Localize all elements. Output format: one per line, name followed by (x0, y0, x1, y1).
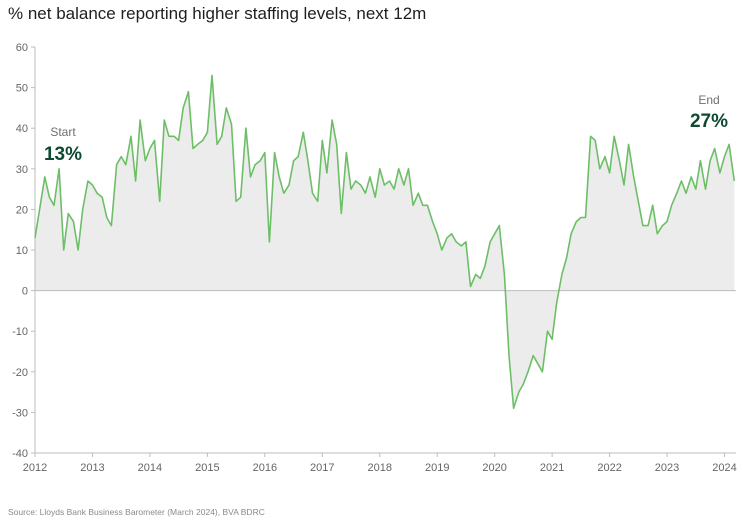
y-tick-label: 20 (16, 204, 28, 216)
y-tick-label: 50 (16, 83, 28, 95)
y-tick-label: 30 (16, 164, 28, 176)
series-area (35, 75, 735, 409)
line-layer (34, 74, 736, 410)
annotation-value: 13% (44, 144, 82, 165)
x-tick-label: 2015 (195, 462, 219, 474)
annotation-value: 27% (690, 111, 728, 132)
x-tick-label: 2017 (310, 462, 334, 474)
y-tick-label: 0 (22, 286, 28, 298)
annotation-label: Start (50, 125, 76, 139)
annotation-label: End (698, 93, 719, 107)
x-tick-label: 2016 (253, 462, 277, 474)
x-tick-label: 2014 (138, 462, 162, 474)
x-tick-label: 2020 (482, 462, 506, 474)
y-tick-label: 40 (16, 123, 28, 135)
y-tick-label: -20 (12, 367, 28, 379)
x-tick-label: 2023 (655, 462, 679, 474)
source-note: Source: Lloyds Bank Business Barometer (… (8, 507, 265, 517)
series-line (34, 74, 736, 410)
x-tick-label: 2019 (425, 462, 449, 474)
area-layer (35, 75, 735, 409)
y-tick-label: 60 (16, 42, 28, 54)
y-tick-label: -40 (12, 448, 28, 460)
tick-layer: 60 50 40 30 20 10 0 -10 -20 -30 -40 2012 2013 2014 201… (12, 42, 737, 474)
y-tick-label: 10 (16, 245, 28, 257)
y-tick-label: -30 (12, 407, 28, 419)
x-tick-label: 2021 (540, 462, 564, 474)
chart-title: % net balance reporting higher staffing … (8, 4, 427, 23)
x-tick-label: 2012 (23, 462, 47, 474)
x-tick-label: 2024 (712, 462, 736, 474)
annotation-layer: Start 13% End 27% (44, 93, 728, 165)
x-tick-label: 2022 (597, 462, 621, 474)
x-tick-label: 2013 (80, 462, 104, 474)
x-tick-label: 2018 (368, 462, 392, 474)
y-tick-label: -10 (12, 326, 28, 338)
